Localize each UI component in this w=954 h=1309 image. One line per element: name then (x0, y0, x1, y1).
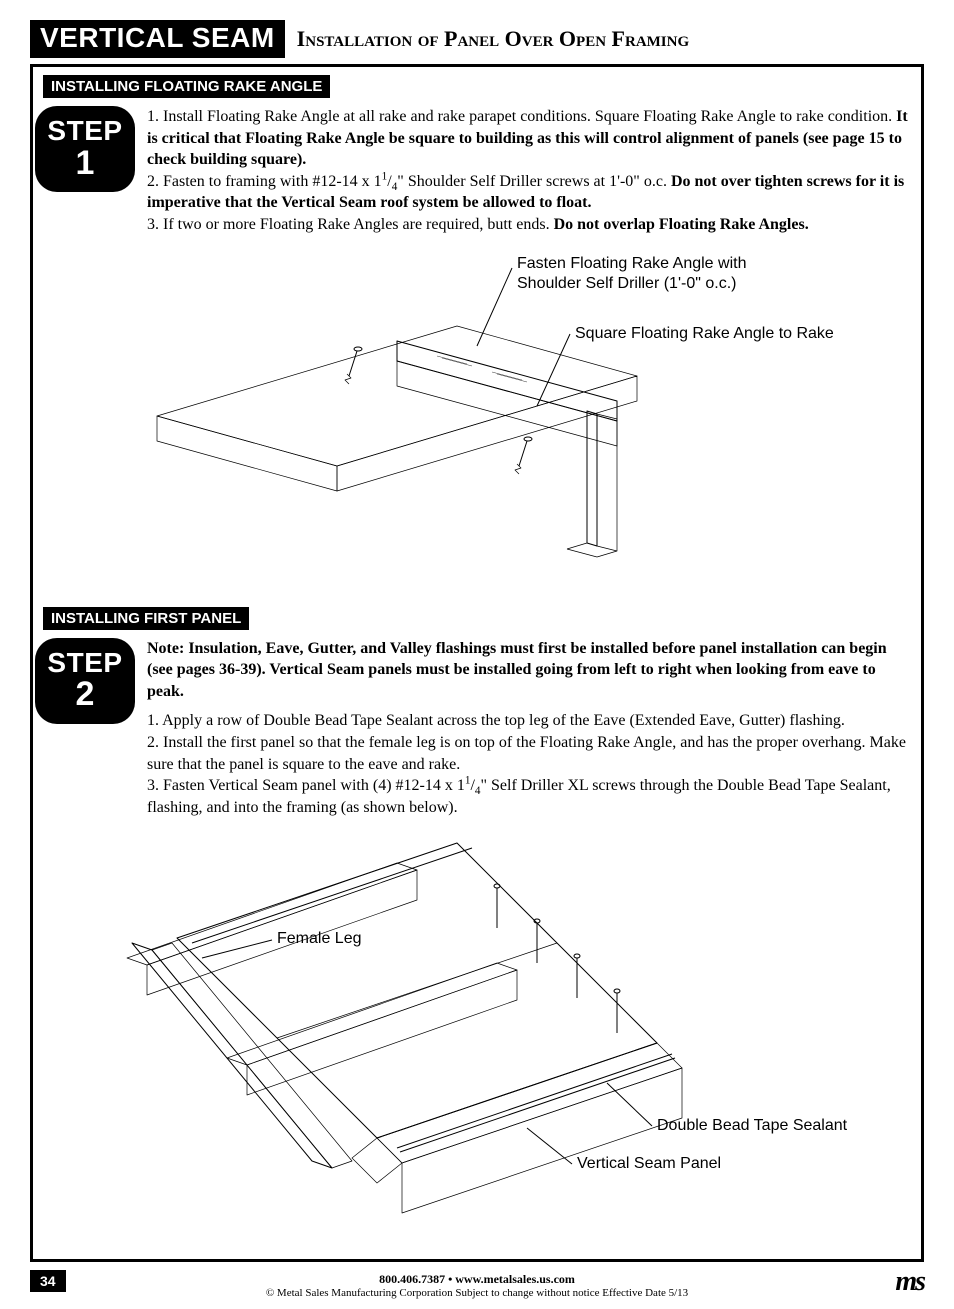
step2-item3-frac: 1/4 (465, 777, 481, 794)
step2-item3: 3. Fasten Vertical Seam panel with (4) #… (147, 775, 911, 818)
step1-item2-b: " Shoulder Self Driller screws at 1'-0" … (397, 173, 671, 190)
step1-item2-a: 2. Fasten to framing with #12-14 x 1 (147, 173, 382, 190)
footer-contact: 800.406.7387 • www.metalsales.us.com (30, 1272, 924, 1287)
title-subtitle: Installation of Panel Over Open Framing (297, 26, 689, 52)
fig1-framing-side-r (337, 376, 637, 491)
figure1-svg: Fasten Floating Rake Angle with Shoulder… (97, 246, 857, 586)
fig1-vleg-foot2 (597, 551, 617, 557)
step2-item3-a: 3. Fasten Vertical Seam panel with (4) #… (147, 777, 465, 794)
step1-item3-a: 3. If two or more Floating Rake Angles a… (147, 216, 554, 233)
brand-logo: ms (895, 1266, 924, 1298)
fig2-rib-mid (277, 943, 557, 1038)
figure1: Fasten Floating Rake Angle with Shoulder… (43, 246, 911, 591)
fig1-angle-top (397, 341, 617, 421)
step2-note-bold: Note: Insulation, Eave, Gutter, and Vall… (147, 640, 887, 700)
fig2-screws (494, 884, 620, 1033)
step2-note: Note: Insulation, Eave, Gutter, and Vall… (147, 638, 911, 703)
content-frame: INSTALLING FLOATING RAKE ANGLE STEP 1 1.… (30, 64, 924, 1262)
step1-item3-bold: Do not overlap Floating Rake Angles. (554, 216, 809, 233)
step2-number: 2 (35, 677, 135, 713)
step1-item3: 3. If two or more Floating Rake Angles a… (147, 214, 911, 236)
step2-spacer (147, 702, 911, 710)
fig2-callout-sealant: Double Bead Tape Sealant (657, 1117, 848, 1134)
fig2-rake-angle-top (152, 943, 352, 1168)
fig2-leader-female (202, 940, 272, 958)
step1-text: 1. Install Floating Rake Angle at all ra… (147, 106, 911, 236)
fig1-leader1 (477, 268, 512, 346)
fig2-purlin1-top (127, 863, 417, 965)
step1-word: STEP (35, 116, 135, 145)
footer-fineprint: © Metal Sales Manufacturing Corporation … (30, 1287, 924, 1299)
section1-header-bar: INSTALLING FLOATING RAKE ANGLE (43, 75, 330, 98)
step1-row: STEP 1 1. Install Floating Rake Angle at… (43, 106, 911, 236)
fig1-screw2 (515, 437, 532, 474)
figure2-svg: Female Leg Double Bead Tape Sealant Vert… (97, 828, 857, 1218)
fig1-callout1-line1: Fasten Floating Rake Angle with (517, 255, 746, 272)
figure2: Female Leg Double Bead Tape Sealant Vert… (43, 828, 911, 1223)
step1-item1: 1. Install Floating Rake Angle at all ra… (147, 106, 911, 171)
fig1-framing-side-l (157, 416, 337, 491)
step2-row: STEP 2 Note: Insulation, Eave, Gutter, a… (43, 638, 911, 819)
fig1-callout2: Square Floating Rake Angle to Rake (575, 325, 834, 342)
step2-item2: 2. Install the first panel so that the f… (147, 732, 911, 775)
fig1-leader2 (537, 334, 570, 406)
fig2-callout-panel: Vertical Seam Panel (577, 1155, 721, 1172)
fig2-leader-panel (527, 1128, 572, 1164)
fig1-vertical-leg-b (597, 414, 617, 551)
fig2-rake-angle (132, 943, 332, 1168)
step2-text: Note: Insulation, Eave, Gutter, and Vall… (147, 638, 911, 819)
fig1-slot-hatch (437, 356, 527, 382)
fig2-purlin2-face (247, 970, 517, 1095)
step2-word: STEP (35, 648, 135, 677)
fig1-angle-face (397, 361, 617, 446)
fig1-vertical-leg-a (587, 411, 597, 546)
fig1-callout1-line2: Shoulder Self Driller (1'-0" o.c.) (517, 275, 736, 292)
title-main: VERTICAL SEAM (30, 20, 285, 58)
fig2-sealant-b (400, 1058, 675, 1152)
page-footer: 34 800.406.7387 • www.metalsales.us.com … (30, 1272, 924, 1299)
page-number: 34 (30, 1270, 66, 1292)
fig2-purlin2-top (227, 963, 517, 1065)
fig2-callout-female: Female Leg (277, 930, 362, 947)
section2-header-bar: INSTALLING FIRST PANEL (43, 607, 249, 630)
fig2-eave-end (352, 1138, 402, 1183)
step2-badge: STEP 2 (35, 638, 135, 724)
step2-item1: 1. Apply a row of Double Bead Tape Seala… (147, 710, 911, 732)
fig2-rib1 (192, 848, 472, 943)
step1-item1-lead: 1. Install Floating Rake Angle at all ra… (147, 108, 896, 125)
fig1-vleg-foot1 (567, 543, 587, 549)
step1-badge: STEP 1 (35, 106, 135, 192)
step1-number: 1 (35, 146, 135, 182)
fig2-leader-sealant (607, 1083, 652, 1126)
fig1-vleg-foot3 (567, 549, 597, 557)
page-title-bar: VERTICAL SEAM Installation of Panel Over… (30, 20, 924, 58)
step1-item2: 2. Fasten to framing with #12-14 x 11/4"… (147, 171, 911, 214)
fig1-screw1 (345, 347, 362, 384)
step1-item2-frac: 1/4 (382, 173, 398, 190)
